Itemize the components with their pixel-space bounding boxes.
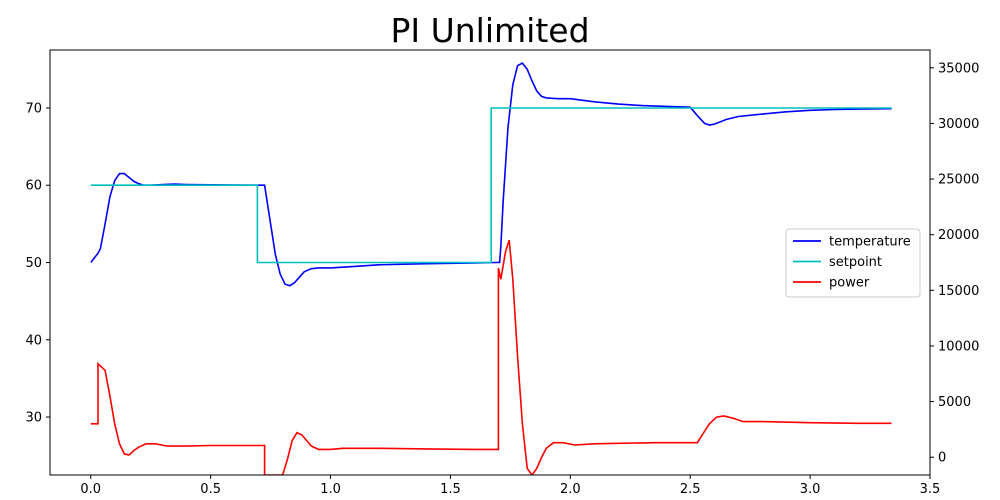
y-tick-label: 40 (25, 333, 42, 348)
y2-tick-label: 0 (938, 451, 946, 466)
x-tick-label: 0.0 (80, 482, 101, 497)
x-axis: 0.0 0.5 1.0 1.5 2.0 2.5 3.0 3.5 (80, 475, 940, 497)
y-tick-label: 50 (25, 256, 42, 271)
legend-label-temperature: temperature (829, 235, 911, 250)
y2-tick-label: 35000 (938, 61, 979, 76)
x-tick-label: 3.0 (800, 482, 821, 497)
series-layer (90, 62, 892, 475)
y2-tick-label: 20000 (938, 228, 979, 243)
y2-tick-label: 30000 (938, 117, 979, 132)
y-tick-label: 60 (25, 179, 42, 194)
legend-label-setpoint: setpoint (829, 255, 882, 270)
y2-tick-label: 15000 (938, 284, 979, 299)
y-axis-right: 0 5000 10000 15000 20000 25000 30000 35000 (930, 61, 979, 466)
y2-tick-label: 25000 (938, 173, 979, 188)
series-line-power (90, 239, 892, 475)
x-tick-label: 2.0 (560, 482, 581, 497)
legend-label-power: power (829, 276, 870, 291)
legend-box (785, 228, 921, 298)
x-tick-label: 0.5 (200, 482, 221, 497)
x-tick-label: 3.5 (920, 482, 941, 497)
x-tick-label: 2.5 (680, 482, 701, 497)
x-tick-label: 1.0 (320, 482, 341, 497)
y-tick-label: 70 (25, 101, 42, 116)
chart-title: PI Unlimited (390, 11, 589, 50)
y-tick-label: 30 (25, 411, 42, 426)
y2-tick-label: 10000 (938, 339, 979, 354)
y2-tick-label: 5000 (938, 395, 971, 410)
y-axis-left: 30 40 50 60 70 (25, 101, 50, 426)
legend: temperature setpoint power (785, 228, 921, 298)
series-line-setpoint (90, 107, 892, 264)
x-tick-label: 1.5 (440, 482, 461, 497)
